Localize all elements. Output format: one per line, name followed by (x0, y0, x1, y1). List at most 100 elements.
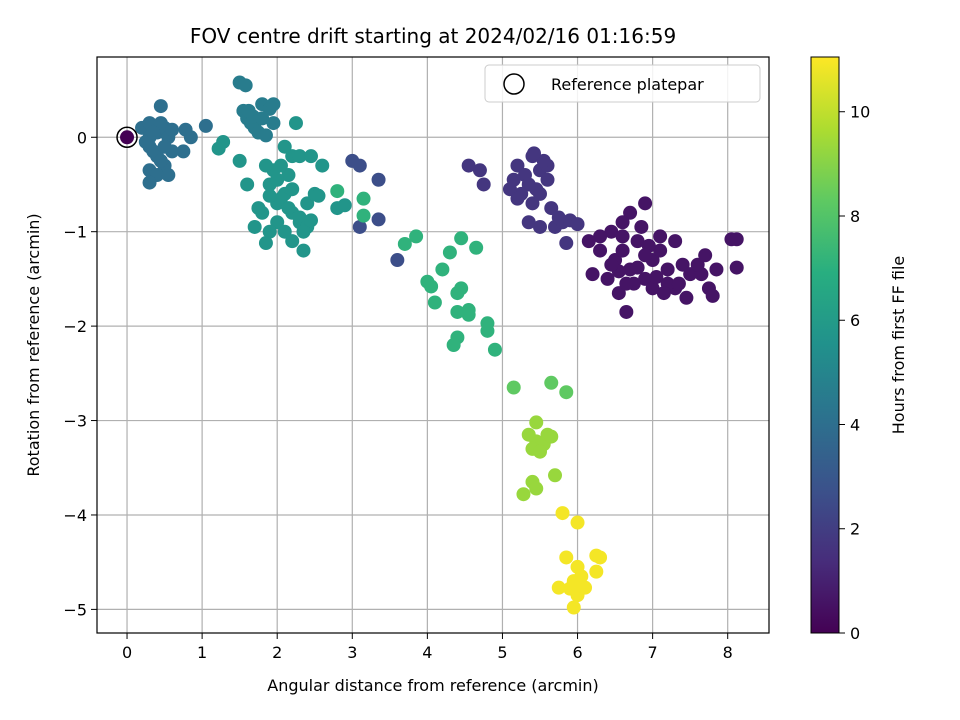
data-point-58 (532, 186, 547, 201)
colorbar-gradient (810, 56, 840, 634)
reference-point (116, 126, 138, 149)
data-point-209 (593, 550, 608, 565)
data-point-57 (525, 196, 540, 211)
data-point-7 (653, 243, 668, 258)
legend-marker-open-circle (503, 73, 525, 95)
data-point-64 (544, 201, 559, 216)
data-point-107 (165, 122, 180, 137)
data-point-5 (638, 271, 653, 286)
data-point-47 (604, 257, 619, 272)
y-tick-label-4: −4 (63, 506, 87, 525)
data-point-175 (442, 245, 457, 260)
data-point-140 (258, 236, 273, 251)
data-point-205 (559, 550, 574, 565)
data-point-172 (424, 279, 439, 294)
data-point-120 (266, 116, 281, 131)
data-point-97 (157, 139, 172, 154)
data-point-10 (675, 257, 690, 272)
colorbar-tick-label-5: 10 (850, 103, 870, 122)
data-point-161 (337, 198, 352, 213)
data-point-170 (409, 229, 424, 244)
y-tick-label-5: −5 (63, 600, 87, 619)
data-point-72 (472, 163, 487, 178)
data-point-24 (690, 257, 705, 272)
data-point-13 (593, 243, 608, 258)
data-point-165 (262, 188, 277, 203)
data-point-204 (570, 515, 585, 530)
y-tick-label-1: −1 (63, 223, 87, 242)
legend-box (484, 64, 761, 103)
colorbar-tick-label-3: 6 (850, 311, 860, 330)
data-point-184 (446, 338, 461, 352)
data-point-46 (656, 286, 671, 301)
data-point-108 (146, 125, 161, 140)
colorbar-tick-label-0: 0 (850, 624, 860, 643)
data-point-144 (277, 139, 292, 154)
data-point-0 (120, 130, 135, 145)
y-axis-label: Rotation from reference (arcmin) (24, 213, 43, 476)
data-point-33 (593, 229, 608, 244)
data-point-145 (288, 116, 303, 131)
data-point-142 (281, 168, 296, 183)
data-point-174 (435, 262, 450, 277)
data-point-196 (532, 444, 547, 459)
data-point-167 (356, 191, 371, 206)
data-point-218 (566, 600, 581, 615)
data-point-62 (510, 191, 525, 206)
data-point-23 (705, 288, 720, 303)
data-point-106 (142, 175, 157, 190)
chart-title: FOV centre drift starting at 2024/02/16 … (190, 24, 676, 48)
data-point-104 (198, 118, 213, 133)
data-point-4 (630, 234, 645, 249)
data-point-132 (277, 224, 292, 239)
data-point-14 (585, 267, 600, 282)
data-point-118 (258, 128, 273, 143)
data-point-146 (292, 149, 307, 164)
data-point-151 (315, 158, 330, 173)
data-point-176 (454, 231, 469, 246)
data-point-81 (371, 212, 386, 227)
data-point-166 (330, 184, 345, 199)
data-point-100 (161, 168, 176, 183)
data-point-150 (303, 149, 318, 164)
data-point-202 (516, 487, 531, 502)
data-point-78 (352, 158, 367, 173)
data-point-138 (247, 219, 262, 234)
data-point-42 (630, 260, 645, 275)
colorbar-label: Hours from first FF file (889, 256, 908, 435)
data-point-182 (461, 303, 476, 318)
data-point-63 (536, 153, 551, 168)
data-point-91 (153, 153, 168, 168)
colorbar-tick-label-4: 8 (850, 207, 860, 226)
data-point-20 (679, 290, 694, 305)
data-point-75 (526, 146, 541, 161)
data-point-48 (638, 248, 653, 263)
y-tick-label-2: −2 (63, 317, 87, 336)
data-point-162 (270, 172, 285, 187)
x-tick-label-7: 7 (648, 643, 658, 662)
data-point-35 (638, 196, 653, 211)
data-point-73 (461, 158, 476, 173)
x-tick-label-6: 6 (572, 643, 582, 662)
data-point-27 (653, 229, 668, 244)
data-point-110 (238, 78, 253, 93)
x-axis-label: Angular distance from reference (arcmin) (267, 676, 598, 695)
data-point-43 (649, 270, 664, 285)
x-tick-label-2: 2 (272, 643, 282, 662)
data-point-45 (671, 276, 686, 291)
data-point-8 (660, 262, 675, 277)
data-point-29 (634, 219, 649, 234)
data-point-26 (668, 234, 683, 249)
data-point-41 (619, 276, 634, 291)
x-tick-label-8: 8 (723, 643, 733, 662)
data-point-103 (178, 122, 193, 137)
data-point-186 (480, 323, 495, 338)
data-point-31 (615, 215, 630, 230)
data-point-139 (251, 201, 266, 216)
data-point-44 (615, 229, 630, 244)
data-point-203 (555, 506, 570, 521)
data-point-173 (427, 295, 442, 310)
colorbar-ticks: 0 2 4 6 8 10 (839, 103, 870, 643)
data-point-12 (600, 271, 615, 286)
